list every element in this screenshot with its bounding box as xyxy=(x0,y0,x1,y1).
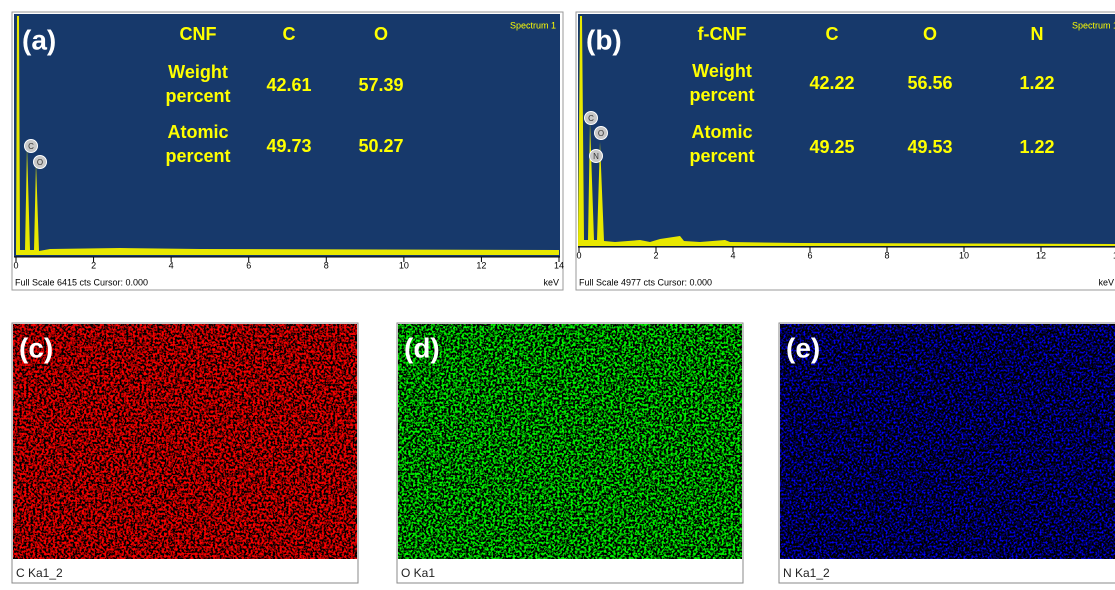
x-tick-label: 0 xyxy=(13,260,18,270)
x-tick-label: 10 xyxy=(399,260,409,270)
plot-area xyxy=(578,14,1115,247)
table-header: O xyxy=(923,24,937,44)
x-tick-label: 14 xyxy=(554,260,564,270)
row-label: percent xyxy=(165,146,230,166)
x-tick-label: 6 xyxy=(246,260,251,270)
unit-label: keV xyxy=(1098,277,1114,287)
x-tick-label: 12 xyxy=(476,260,486,270)
table-header: O xyxy=(374,24,388,44)
figure: (a)CNFCOWeightpercent42.6157.39Atomicper… xyxy=(0,0,1115,590)
x-tick-label: 4 xyxy=(730,250,735,260)
table-value: 49.25 xyxy=(809,137,854,157)
panel-label: (a) xyxy=(22,24,56,55)
map-caption: N Ka1_2 xyxy=(783,566,830,580)
table-value: 1.22 xyxy=(1019,73,1054,93)
table-header: f-CNF xyxy=(698,24,747,44)
table-value: 1.22 xyxy=(1019,137,1054,157)
table-value: 50.27 xyxy=(358,136,403,156)
spectrum-name: Spectrum 1 xyxy=(1072,20,1115,30)
row-label: Weight xyxy=(692,61,752,81)
x-tick-label: 4 xyxy=(169,260,174,270)
x-tick-label: 8 xyxy=(884,250,889,260)
table-header: C xyxy=(283,24,296,44)
x-tick-label: 10 xyxy=(959,250,969,260)
peak-label: N xyxy=(593,152,599,161)
x-tick-label: 2 xyxy=(653,250,658,260)
table-value: 56.56 xyxy=(907,73,952,93)
table-value: 42.22 xyxy=(809,73,854,93)
unit-label: keV xyxy=(543,277,559,287)
panel-label: (e) xyxy=(786,332,820,363)
x-tick-label: 8 xyxy=(324,260,329,270)
spectrum-name: Spectrum 1 xyxy=(510,20,556,30)
row-label: Weight xyxy=(168,62,228,82)
map-caption: O Ka1 xyxy=(401,566,435,580)
x-tick-label: 12 xyxy=(1036,250,1046,260)
peak-label: O xyxy=(37,158,43,167)
peak-label: C xyxy=(588,114,594,123)
x-tick-label: 6 xyxy=(807,250,812,260)
table-value: 42.61 xyxy=(266,75,311,95)
panel-label: (d) xyxy=(404,332,440,363)
row-label: percent xyxy=(165,86,230,106)
table-header: C xyxy=(826,24,839,44)
x-tick-label: 0 xyxy=(576,250,581,260)
table-header: N xyxy=(1031,24,1044,44)
element-map xyxy=(398,324,742,559)
status-text: Full Scale 4977 cts Cursor: 0.000 xyxy=(579,277,712,287)
peak-label: C xyxy=(28,142,34,151)
map-caption: C Ka1_2 xyxy=(16,566,63,580)
element-map xyxy=(13,324,357,559)
row-label: Atomic xyxy=(167,122,228,142)
peak-label: O xyxy=(598,129,604,138)
element-map xyxy=(780,324,1115,559)
row-label: Atomic xyxy=(691,122,752,142)
panel-label: (c) xyxy=(19,332,53,363)
row-label: percent xyxy=(689,85,754,105)
table-value: 49.53 xyxy=(907,137,952,157)
status-text: Full Scale 6415 cts Cursor: 0.000 xyxy=(15,277,148,287)
panel-label: (b) xyxy=(586,24,622,55)
table-value: 57.39 xyxy=(358,75,403,95)
x-tick-label: 2 xyxy=(91,260,96,270)
table-header: CNF xyxy=(180,24,217,44)
row-label: percent xyxy=(689,146,754,166)
table-value: 49.73 xyxy=(266,136,311,156)
